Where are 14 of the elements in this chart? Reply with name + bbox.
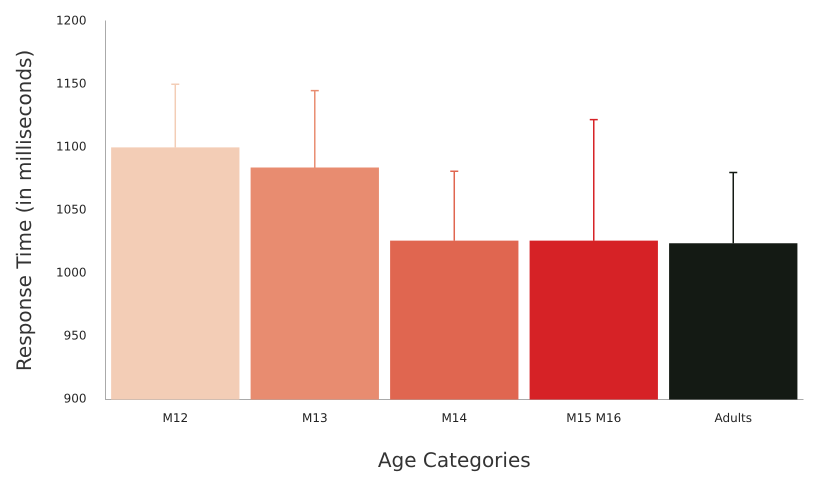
y-tick-label: 1200 xyxy=(56,13,87,28)
y-tick-label: 1050 xyxy=(56,202,87,217)
y-tick-label: 900 xyxy=(64,392,87,406)
x-tick-label: M12 xyxy=(162,410,188,425)
x-tick-label: M15 M16 xyxy=(566,410,622,425)
x-axis-title: Age Categories xyxy=(378,448,531,472)
y-tick-label: 1100 xyxy=(56,139,87,154)
y-tick-label: 950 xyxy=(64,328,87,343)
y-tick-label: 1150 xyxy=(56,76,87,90)
x-tick-label: M13 xyxy=(302,410,328,425)
x-tick-label: Adults xyxy=(714,410,752,425)
y-tick-label: 1000 xyxy=(56,266,87,280)
x-tick-label: M14 xyxy=(441,410,468,425)
y-axis-title: Response Time (in milliseconds) xyxy=(12,50,36,372)
